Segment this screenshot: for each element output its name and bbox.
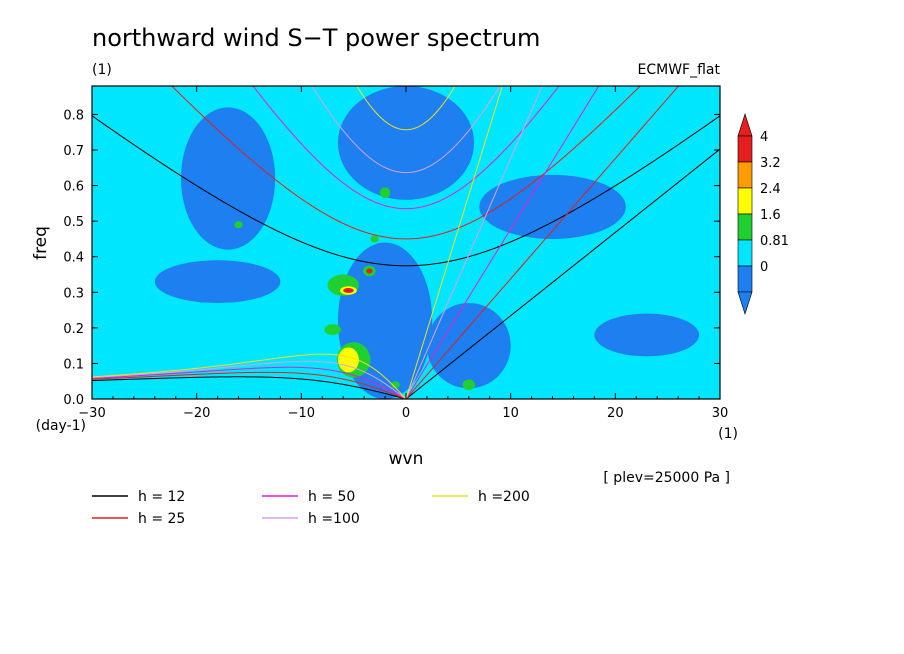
x-axis: −30 −20 −10 0 10 20 30 <box>78 86 728 421</box>
colorbar-label: 0.81 <box>760 234 789 249</box>
x-tick-label: 10 <box>502 406 519 421</box>
power-patch-15 <box>379 187 391 199</box>
curve-h25-ig1 <box>171 86 641 240</box>
colorbar-label: 0 <box>760 260 768 275</box>
x-unit-label: (1) <box>718 426 738 442</box>
curve-h200-kelvin <box>405 86 503 399</box>
y-axis: 0.0 0.1 0.2 0.3 0.4 0.5 0.6 0.7 0.8 <box>63 108 720 408</box>
y-tick-label: 0.4 <box>63 251 84 266</box>
legend: h = 12 h = 25 h = 50 h =100 h =200 <box>92 489 530 527</box>
low-power-band-5 <box>154 260 281 303</box>
legend-label: h = 25 <box>138 511 185 527</box>
colorbar-label: 2.4 <box>760 182 781 197</box>
power-patch-17 <box>462 379 476 391</box>
x-tick-label: −20 <box>183 406 210 421</box>
y-tick-label: 0.7 <box>63 144 84 159</box>
curve-h12-kelvin <box>405 148 720 399</box>
colorbar-swatch <box>737 265 753 293</box>
power-patch-14 <box>366 268 373 274</box>
dispersion-curves <box>92 86 720 399</box>
y-tick-label: 0.5 <box>63 215 84 230</box>
colorbar-min-arrow <box>737 291 753 315</box>
y-tick-label: 0.2 <box>63 322 84 337</box>
y-axis-title: freq <box>31 226 51 260</box>
curve-h200-ig1 <box>356 86 456 131</box>
colorbar-max-arrow <box>737 113 753 137</box>
curve-h100-kelvin <box>405 86 543 399</box>
low-power-band-2 <box>180 107 276 250</box>
colorbar-swatch <box>737 213 753 241</box>
colorbar-swatch <box>737 135 753 163</box>
curve-h50-ig1 <box>252 86 560 210</box>
curve-h100-er1 <box>92 360 407 399</box>
source-label: ECMWF_flat <box>638 62 721 78</box>
colorbar-label: 1.6 <box>760 208 781 223</box>
colorbar-swatch <box>737 187 753 215</box>
y-tick-label: 0.6 <box>63 180 84 195</box>
curve-h12-er1 <box>92 376 407 399</box>
legend-label: h = 12 <box>138 489 185 505</box>
y-tick-label: 0.3 <box>63 286 84 301</box>
colorbar-label: 3.2 <box>760 156 781 171</box>
colorbar-swatch <box>737 161 753 189</box>
curve-h25-er1 <box>92 371 407 399</box>
x-tick-label: 30 <box>712 406 729 421</box>
legend-label: h =200 <box>478 489 530 505</box>
y-tick-label: 0.8 <box>63 108 84 123</box>
low-power-band-6 <box>594 313 700 357</box>
contour-fields <box>154 86 700 399</box>
low-power-band-0 <box>337 86 475 200</box>
colorbar-swatch <box>737 239 753 267</box>
curve-h50-er1 <box>92 366 407 399</box>
x-tick-label: −10 <box>288 406 315 421</box>
y-tick-label: 0.1 <box>63 357 84 372</box>
level-note: [ plev=25000 Pa ] <box>603 470 730 486</box>
chart-title: northward wind S−T power spectrum <box>92 24 540 52</box>
power-patch-19 <box>234 221 243 229</box>
curve-h12-ig1 <box>92 115 720 267</box>
x-axis-title: wvn <box>389 449 424 469</box>
power-patch-9 <box>343 288 354 294</box>
power-patch-12 <box>337 347 359 373</box>
curve-h200-er1 <box>92 353 407 399</box>
legend-label: h = 50 <box>308 489 355 505</box>
chart-subtitle: (1) <box>92 62 112 78</box>
y-tick-label: 0.0 <box>63 393 84 408</box>
curve-h25-kelvin <box>405 86 680 399</box>
x-tick-label: 20 <box>607 406 624 421</box>
power-patch-18 <box>391 381 400 389</box>
low-power-band-3 <box>479 174 626 239</box>
curve-h50-kelvin <box>405 86 600 399</box>
colorbar-label: 4 <box>760 130 768 145</box>
x-tick-label: −30 <box>78 406 105 421</box>
x-tick-label: 0 <box>402 406 410 421</box>
power-patch-16 <box>370 235 379 243</box>
low-power-band-4 <box>426 302 511 389</box>
curve-h100-ig1 <box>311 86 501 174</box>
power-patch-10 <box>324 324 342 335</box>
y-unit-label: (day-1) <box>36 418 86 434</box>
legend-label: h =100 <box>308 511 360 527</box>
colorbar: 0 0.81 1.6 2.4 3.2 4 <box>737 113 789 315</box>
